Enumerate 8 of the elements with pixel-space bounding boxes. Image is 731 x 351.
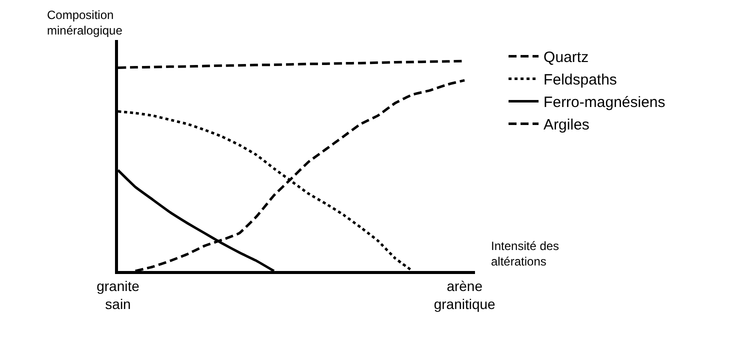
legend-label: Feldspaths — [544, 72, 617, 89]
y-axis-title: Composition minéralogique — [47, 8, 123, 38]
legend-label: Argiles — [544, 116, 590, 134]
x-axis-title: Intensité des altérations — [491, 239, 560, 269]
legend-label: Ferro-magnésiens — [544, 94, 666, 112]
x-tick-label: granite sain — [96, 278, 140, 312]
x-tick-label: arène granitique — [434, 278, 496, 312]
legend-label: Quartz — [544, 49, 589, 66]
